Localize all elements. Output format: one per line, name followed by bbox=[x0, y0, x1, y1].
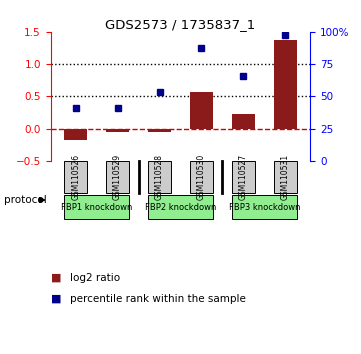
Bar bbox=[232, 195, 297, 219]
Text: GSM110531: GSM110531 bbox=[281, 154, 290, 200]
Bar bbox=[274, 161, 297, 193]
Text: GSM110529: GSM110529 bbox=[113, 154, 122, 200]
Text: GSM110530: GSM110530 bbox=[197, 154, 206, 200]
Text: FBP3 knockdown: FBP3 knockdown bbox=[229, 203, 300, 212]
Bar bbox=[148, 161, 171, 193]
Bar bbox=[274, 40, 297, 129]
Bar bbox=[190, 92, 213, 129]
Text: log2 ratio: log2 ratio bbox=[70, 273, 121, 283]
Bar bbox=[148, 129, 171, 132]
Text: protocol: protocol bbox=[4, 195, 46, 205]
Bar bbox=[190, 161, 213, 193]
Bar bbox=[64, 129, 87, 140]
Text: GSM110527: GSM110527 bbox=[239, 154, 248, 200]
Text: GSM110528: GSM110528 bbox=[155, 154, 164, 200]
Bar bbox=[148, 195, 213, 219]
Bar bbox=[64, 195, 129, 219]
Bar bbox=[106, 129, 129, 132]
Bar bbox=[232, 161, 255, 193]
Text: FBP2 knockdown: FBP2 knockdown bbox=[145, 203, 216, 212]
Text: FBP1 knockdown: FBP1 knockdown bbox=[61, 203, 132, 212]
Bar bbox=[232, 114, 255, 129]
Bar bbox=[106, 161, 129, 193]
Text: GSM110526: GSM110526 bbox=[71, 154, 80, 200]
Text: percentile rank within the sample: percentile rank within the sample bbox=[70, 294, 246, 304]
Text: ■: ■ bbox=[51, 294, 61, 304]
Bar bbox=[64, 161, 87, 193]
Title: GDS2573 / 1735837_1: GDS2573 / 1735837_1 bbox=[105, 18, 256, 31]
Text: ■: ■ bbox=[51, 273, 61, 283]
